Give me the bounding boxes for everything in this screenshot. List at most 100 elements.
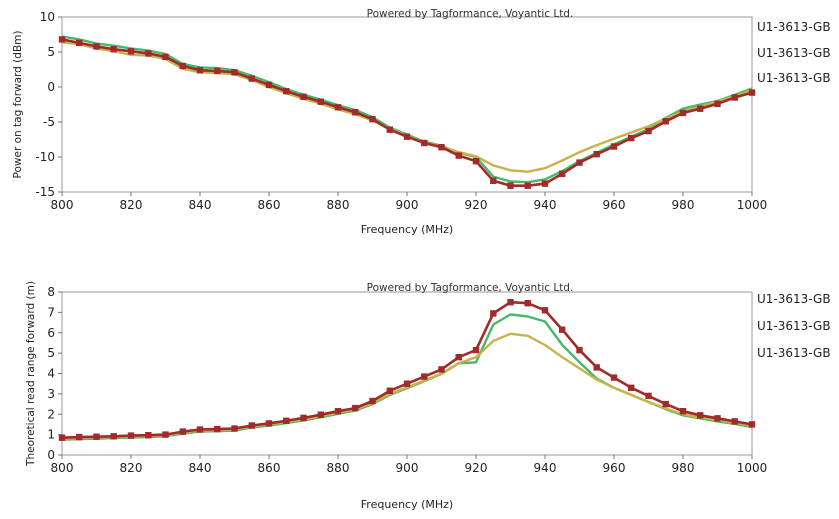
power-series-point — [731, 94, 738, 101]
power-series-point — [490, 177, 497, 184]
power-legend: U1-3613-GB U1-3613-GB U1-3613-GB — [757, 20, 831, 85]
power-x-tick-label: 840 — [189, 198, 212, 212]
power-series-point — [541, 180, 549, 187]
range-series-point — [300, 414, 307, 422]
range-series-point — [490, 310, 497, 317]
range-series-point — [662, 400, 669, 408]
range-series-point — [110, 433, 117, 440]
range-series-point — [455, 354, 462, 361]
power-series — [58, 35, 756, 189]
range-y-tick-label: 3 — [47, 387, 55, 401]
range-x-tick-label: 940 — [534, 461, 557, 475]
range-y-axis-label: Theoretical read range forward (m) — [25, 281, 37, 467]
power-series-point — [214, 67, 221, 75]
power-series-point — [93, 43, 100, 50]
range-series-point — [593, 364, 600, 371]
range-y-tick-label: 6 — [47, 326, 55, 340]
power-series-point — [196, 67, 204, 74]
power-series-point — [283, 88, 290, 95]
power-series-point — [403, 133, 411, 140]
range-x-tick-label: 1000 — [737, 461, 768, 475]
power-series-point — [421, 139, 428, 147]
power-x-ticks: 800 820 840 860 880 900 920 940 960 980 1000 — [51, 192, 767, 212]
range-y-tick-label: 0 — [47, 448, 55, 462]
range-series-point — [576, 346, 583, 354]
power-series-point — [679, 109, 687, 117]
power-series-point — [110, 46, 117, 53]
range-series-point — [748, 421, 756, 428]
range-series-point — [645, 392, 652, 400]
range-series-point — [93, 433, 100, 440]
power-x-tick-label: 920 — [465, 198, 488, 212]
power-chart-title: Powered by Tagformance, Voyantic Ltd. — [367, 8, 574, 20]
range-x-tick-label: 860 — [258, 461, 281, 475]
power-series-point — [179, 62, 186, 70]
range-series-point — [628, 384, 635, 391]
range-series-point — [403, 380, 411, 387]
range-y-tick-label: 4 — [47, 367, 55, 381]
power-chart: Powered by Tagformance, Voyantic Ltd. Fr… — [12, 8, 831, 236]
power-series-point — [369, 116, 376, 123]
range-y-tick-label: 7 — [47, 305, 55, 319]
power-series-point — [162, 53, 169, 61]
range-series-point — [352, 404, 359, 412]
range-chart-title: Powered by Tagformance, Voyantic Ltd. — [367, 282, 574, 294]
power-series-point — [748, 89, 756, 96]
power-x-tick-label: 900 — [396, 198, 419, 212]
range-x-ticks: 800 820 840 860 880 900 920 940 960 980 1000 — [51, 455, 768, 475]
power-series-point — [300, 93, 307, 100]
power-x-tick-label: 800 — [51, 198, 74, 212]
power-series-point — [593, 151, 600, 158]
power-y-tick-label: -15 — [35, 185, 55, 199]
power-legend-entry: U1-3613-GB — [757, 20, 831, 34]
power-series-point — [76, 39, 83, 47]
range-series-point — [369, 397, 376, 405]
power-x-axis-label: Frequency (MHz) — [361, 223, 453, 236]
range-series-point — [610, 374, 618, 381]
range-series-point — [58, 434, 66, 441]
range-series-point — [248, 422, 255, 429]
range-y-tick-label: 1 — [47, 428, 55, 442]
range-series-point — [265, 420, 273, 427]
range-x-tick-label: 840 — [189, 461, 212, 475]
power-series-point — [559, 170, 566, 177]
power-legend-entry: U1-3613-GB — [757, 46, 831, 60]
range-series-point — [179, 428, 186, 435]
power-series-point — [248, 75, 255, 82]
power-x-tick-label: 860 — [258, 198, 281, 212]
power-series-point — [58, 36, 66, 43]
range-series-point — [127, 432, 135, 439]
range-series — [58, 299, 756, 441]
range-y-tick-label: 8 — [47, 285, 55, 299]
range-series-point — [541, 307, 549, 314]
power-series-point — [472, 158, 480, 165]
power-series-point — [507, 182, 514, 189]
power-y-axis-label: Power on tag forward (dBm) — [12, 31, 24, 179]
range-series-point — [679, 408, 687, 415]
range-series-point — [731, 418, 738, 425]
range-x-tick-label: 900 — [396, 461, 419, 475]
range-series-point — [386, 387, 393, 394]
power-series-point — [645, 127, 652, 135]
range-series-point — [145, 432, 152, 439]
range-series-point — [507, 299, 514, 306]
power-x-tick-label: 820 — [120, 198, 143, 212]
range-legend: U1-3613-GB U1-3613-GB U1-3613-GB — [757, 292, 831, 360]
power-series-point — [386, 126, 393, 133]
power-y-tick-label: -5 — [43, 115, 55, 129]
power-series-point — [610, 143, 618, 150]
range-series-point — [334, 408, 342, 415]
power-series-point — [455, 152, 462, 159]
range-series-point — [714, 415, 721, 422]
power-series-point — [524, 182, 531, 189]
range-y-tick-label: 2 — [47, 407, 55, 421]
power-plot-area — [61, 16, 753, 193]
range-series-point — [162, 431, 169, 438]
power-series-point — [697, 105, 704, 112]
power-series-point — [265, 81, 273, 89]
range-x-tick-label: 920 — [465, 461, 488, 475]
range-legend-entry: U1-3613-GB — [757, 319, 831, 333]
range-legend-entry: U1-3613-GB — [757, 292, 831, 306]
